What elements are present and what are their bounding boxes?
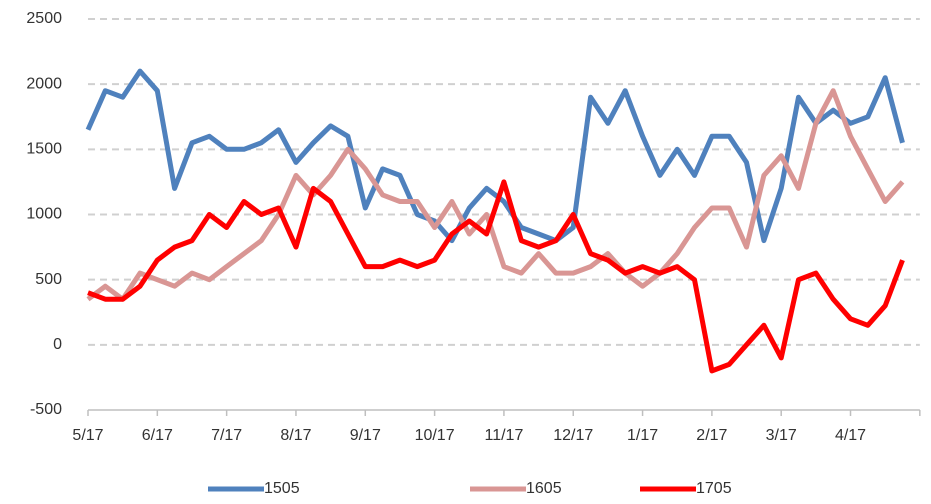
legend-label: 1605 [526, 480, 562, 497]
x-tick-label: 11/17 [484, 427, 523, 444]
x-tick-label: 2/17 [696, 427, 727, 444]
y-tick-label: 1500 [26, 141, 62, 158]
legend-label: 1705 [696, 480, 732, 497]
series-line [85, 68, 905, 244]
y-tick-label: 2000 [26, 75, 62, 92]
x-tick-label: 8/17 [280, 427, 311, 444]
y-tick-label: 500 [35, 271, 62, 288]
x-tick-label: 3/17 [766, 427, 797, 444]
y-tick-label: 1000 [26, 206, 62, 223]
x-tick-label: 9/17 [350, 427, 381, 444]
y-tick-label: -500 [30, 401, 62, 418]
x-tick-label: 10/17 [415, 427, 455, 444]
y-tick-label: 2500 [26, 10, 62, 27]
series-line [87, 179, 905, 374]
x-tick-label: 4/17 [835, 427, 866, 444]
y-tick-label: 0 [53, 336, 62, 353]
x-tick-label: 7/17 [211, 427, 242, 444]
x-tick-label: 6/17 [142, 427, 173, 444]
legend-label: 1505 [264, 480, 300, 497]
x-tick-label: 5/17 [72, 427, 103, 444]
series-line [86, 88, 905, 302]
x-tick-label: 1/17 [627, 427, 658, 444]
x-tick-label: 12/17 [553, 427, 593, 444]
